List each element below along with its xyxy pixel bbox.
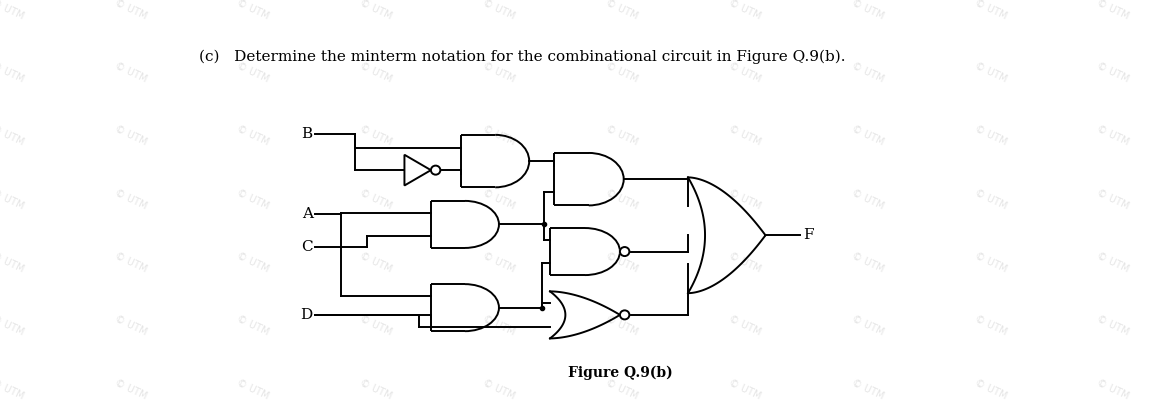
Text: © UTM: © UTM [235,0,271,21]
Text: © UTM: © UTM [235,187,271,211]
Text: © UTM: © UTM [358,187,394,211]
Text: © UTM: © UTM [481,61,517,84]
Text: © UTM: © UTM [112,124,149,148]
Text: © UTM: © UTM [0,314,26,338]
Text: © UTM: © UTM [235,377,271,401]
Text: © UTM: © UTM [112,0,149,21]
Text: C: C [301,240,312,254]
Text: © UTM: © UTM [0,377,26,401]
Text: © UTM: © UTM [358,0,394,21]
Text: © UTM: © UTM [112,377,149,401]
Text: © UTM: © UTM [481,124,517,148]
Text: © UTM: © UTM [112,187,149,211]
Text: © UTM: © UTM [358,377,394,401]
Text: © UTM: © UTM [0,61,26,84]
Text: © UTM: © UTM [727,377,763,401]
Text: © UTM: © UTM [972,187,1009,211]
Circle shape [620,310,629,320]
Text: © UTM: © UTM [972,0,1009,21]
Text: © UTM: © UTM [604,377,640,401]
Text: B: B [302,127,312,141]
Text: © UTM: © UTM [358,61,394,84]
Text: © UTM: © UTM [727,187,763,211]
Text: © UTM: © UTM [1095,377,1131,401]
Text: © UTM: © UTM [972,314,1009,338]
Text: © UTM: © UTM [1095,251,1131,274]
Text: © UTM: © UTM [849,0,886,21]
Text: © UTM: © UTM [849,377,886,401]
Text: © UTM: © UTM [849,61,886,84]
Text: © UTM: © UTM [112,61,149,84]
Text: © UTM: © UTM [972,251,1009,274]
Text: © UTM: © UTM [1095,314,1131,338]
Text: © UTM: © UTM [727,61,763,84]
Text: © UTM: © UTM [481,0,517,21]
Text: A: A [302,207,312,221]
Text: © UTM: © UTM [604,187,640,211]
Text: © UTM: © UTM [481,377,517,401]
Text: © UTM: © UTM [604,251,640,274]
Text: © UTM: © UTM [604,124,640,148]
Text: © UTM: © UTM [1095,187,1131,211]
Text: © UTM: © UTM [235,314,271,338]
Text: © UTM: © UTM [358,251,394,274]
Text: © UTM: © UTM [112,251,149,274]
Text: © UTM: © UTM [358,124,394,148]
Text: © UTM: © UTM [0,187,26,211]
Text: © UTM: © UTM [849,314,886,338]
Text: © UTM: © UTM [972,377,1009,401]
Text: © UTM: © UTM [481,251,517,274]
Text: © UTM: © UTM [849,187,886,211]
Text: © UTM: © UTM [727,124,763,148]
Text: © UTM: © UTM [972,61,1009,84]
Text: Figure Q.9(b): Figure Q.9(b) [567,366,673,380]
Text: © UTM: © UTM [604,314,640,338]
Text: © UTM: © UTM [604,0,640,21]
Text: F: F [804,228,814,242]
Text: D: D [301,308,312,322]
Text: © UTM: © UTM [727,314,763,338]
Text: © UTM: © UTM [727,0,763,21]
Text: © UTM: © UTM [727,251,763,274]
Text: © UTM: © UTM [235,124,271,148]
Text: © UTM: © UTM [358,314,394,338]
Text: © UTM: © UTM [235,251,271,274]
Text: © UTM: © UTM [849,124,886,148]
Circle shape [620,247,629,256]
Circle shape [431,166,440,175]
Text: © UTM: © UTM [849,251,886,274]
Text: © UTM: © UTM [604,61,640,84]
Text: © UTM: © UTM [1095,61,1131,84]
Text: © UTM: © UTM [481,187,517,211]
Text: © UTM: © UTM [112,314,149,338]
Text: © UTM: © UTM [0,0,26,21]
Text: © UTM: © UTM [1095,124,1131,148]
Text: © UTM: © UTM [1095,0,1131,21]
Text: (c)   Determine the minterm notation for the combinational circuit in Figure Q.9: (c) Determine the minterm notation for t… [199,50,846,64]
Text: © UTM: © UTM [481,314,517,338]
Text: © UTM: © UTM [972,124,1009,148]
Text: © UTM: © UTM [0,124,26,148]
Text: © UTM: © UTM [0,251,26,274]
Text: © UTM: © UTM [235,61,271,84]
